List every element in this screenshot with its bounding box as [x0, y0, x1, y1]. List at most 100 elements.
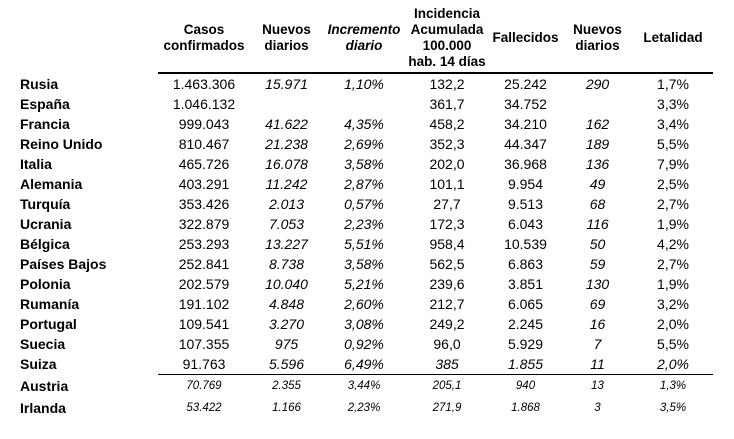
cell-incremento-diario: 3,44% — [347, 380, 381, 392]
cell-casos-confirmados: 202.579 — [178, 276, 230, 292]
cell-nuevos-diarios-fallecidos: 130 — [585, 276, 610, 292]
cell-incidencia-acumulada: 27,7 — [433, 196, 461, 212]
column-header-incremento-diario: Incremento diario — [323, 4, 405, 74]
table-row: Portugal 109.541 3.270 3,08% 249,2 2.245 16 2,0… — [0, 314, 713, 334]
cell-fallecidos: 6.043 — [507, 216, 544, 232]
cell-incremento-diario: 5,51% — [344, 236, 384, 252]
cell-incremento-diario: 2,60% — [344, 296, 384, 312]
country-label: Suecia — [20, 336, 66, 352]
cell-casos-confirmados: 253.293 — [178, 236, 230, 252]
cell-nuevos-diarios-fallecidos: 13 — [591, 380, 604, 392]
table-row: Polonia 202.579 10.040 5,21% 239,6 3.851 130 1,… — [0, 274, 713, 294]
cell-incidencia-acumulada: 352,3 — [429, 136, 465, 152]
cell-fallecidos: 1.855 — [489, 354, 562, 375]
cell-incidencia-acumulada: 202,0 — [429, 156, 465, 172]
country-label: Turquía — [20, 196, 71, 212]
table-row: Alemania 403.291 11.242 2,87% 101,1 9.954 49 2,… — [0, 174, 713, 194]
country-label: Rusia — [20, 75, 59, 92]
cell-letalidad: 3,3% — [657, 96, 689, 112]
table-row: Bélgica 253.293 13.227 5,51% 958,4 10.539 50 4,… — [0, 234, 713, 254]
cell-fallecidos: 2.245 — [507, 316, 544, 332]
country-label: Rumanía — [20, 296, 80, 312]
cell-incremento-diario: 3,58% — [344, 156, 384, 172]
cell-nuevos-diarios-fallecidos: 59 — [589, 256, 606, 272]
cell-nuevos-diarios-casos: 16.078 — [265, 156, 308, 172]
cell-incidencia-acumulada: 562,5 — [429, 256, 465, 272]
cell-casos-confirmados: 91.763 — [158, 354, 250, 375]
country-label: Suiza — [20, 356, 57, 373]
cell-casos-confirmados: 53.422 — [186, 402, 222, 414]
table-row: Francia 999.043 41.622 4,35% 458,2 34.210 162 3… — [0, 114, 713, 134]
cell-nuevos-diarios-casos: 10.040 — [265, 276, 308, 292]
cell-incidencia-acumulada: 172,3 — [429, 216, 465, 232]
cell-incidencia-acumulada: 205,1 — [432, 380, 462, 392]
cell-incidencia-acumulada: 132,2 — [429, 76, 465, 92]
cell-nuevos-diarios-fallecidos: 189 — [585, 136, 610, 152]
cell-incidencia-acumulada: 385 — [405, 354, 489, 375]
country-label: Alemania — [20, 176, 83, 192]
country-label: Irlanda — [20, 400, 66, 416]
cell-nuevos-diarios-fallecidos: 50 — [589, 236, 606, 252]
table-row: Rusia 1.463.306 15.971 1,10% 132,2 25.242 290 1… — [0, 73, 713, 94]
column-header-nuevos-diarios-fallecidos: Nuevos diarios — [562, 4, 633, 74]
cell-incremento-diario: 0,57% — [344, 196, 384, 212]
cell-incremento-diario: 4,35% — [344, 116, 384, 132]
cell-letalidad: 1,7% — [657, 76, 689, 92]
cell-nuevos-diarios-casos: 5.596 — [250, 354, 323, 375]
cell-nuevos-diarios-casos: 2.013 — [268, 196, 305, 212]
cell-incremento-diario: 0,92% — [344, 336, 384, 352]
cell-nuevos-diarios-fallecidos: 11 — [562, 354, 633, 375]
cell-incremento-diario: 3,58% — [344, 256, 384, 272]
cell-nuevos-diarios-casos: 21.238 — [265, 136, 308, 152]
cell-nuevos-diarios-fallecidos: 162 — [585, 116, 610, 132]
cell-letalidad: 1,9% — [657, 216, 689, 232]
table-row: Suiza 91.763 5.596 6,49% 385 1.855 11 2,0% — [0, 354, 713, 375]
cell-nuevos-diarios-casos: 15.971 — [265, 76, 308, 92]
cell-letalidad: 5,5% — [657, 136, 689, 152]
cell-incremento-diario — [323, 94, 405, 114]
cell-letalidad: 3,4% — [657, 116, 689, 132]
cell-fallecidos: 36.968 — [504, 156, 547, 172]
cell-incremento-diario: 2,69% — [344, 136, 384, 152]
country-label: España — [20, 96, 70, 112]
cell-letalidad: 1,9% — [657, 276, 689, 292]
column-header-casos-confirmados: Casos confirmados — [158, 4, 250, 74]
country-label: Polonia — [20, 276, 71, 292]
cell-casos-confirmados: 191.102 — [178, 296, 230, 312]
cell-nuevos-diarios-fallecidos: 136 — [585, 156, 610, 172]
country-label: Reino Unido — [20, 136, 103, 152]
cell-fallecidos: 44.347 — [504, 136, 547, 152]
cell-nuevos-diarios-casos: 1.166 — [272, 402, 301, 414]
table-row: Países Bajos 252.841 8.738 3,58% 562,5 6.863 5… — [0, 254, 713, 274]
cell-fallecidos: 6.863 — [507, 256, 544, 272]
cell-casos-confirmados: 109.541 — [178, 316, 230, 332]
cell-casos-confirmados: 70.769 — [186, 380, 222, 392]
cell-nuevos-diarios-casos: 2.355 — [272, 380, 301, 392]
cell-fallecidos: 940 — [515, 380, 536, 392]
cell-casos-confirmados: 353.426 — [178, 196, 230, 212]
column-header-country — [0, 4, 158, 73]
cell-nuevos-diarios-casos: 7.053 — [268, 216, 305, 232]
cell-letalidad: 3,2% — [657, 296, 689, 312]
table-row: Irlanda 53.422 1.166 2,23% 271,9 1.868 3 3,5% — [0, 397, 713, 419]
cell-nuevos-diarios-casos: 975 — [274, 336, 299, 352]
cell-casos-confirmados: 810.467 — [178, 136, 230, 152]
cell-letalidad: 2,7% — [657, 196, 689, 212]
covid-table-container: Casos confirmados Nuevos diarios Increme… — [0, 4, 713, 419]
cell-letalidad: 3,5% — [659, 402, 687, 414]
table-row: Reino Unido 810.467 21.238 2,69% 352,3 44.347… — [0, 134, 713, 154]
cell-casos-confirmados: 107.355 — [178, 336, 230, 352]
cell-letalidad: 2,0% — [633, 354, 713, 375]
cell-incidencia-acumulada: 101,1 — [429, 176, 465, 192]
cell-incidencia-acumulada: 361,7 — [429, 96, 465, 112]
cell-fallecidos: 25.242 — [504, 76, 547, 92]
cell-nuevos-diarios-fallecidos: 7 — [593, 336, 602, 352]
country-label: Ucrania — [20, 216, 72, 232]
table-row: Austria 70.769 2.355 3,44% 205,1 940 13 1,3% — [0, 375, 713, 398]
country-label: Países Bajos — [20, 256, 107, 272]
cell-fallecidos: 10.539 — [504, 236, 547, 252]
cell-incremento-diario: 2,23% — [347, 402, 381, 414]
cell-fallecidos: 9.954 — [507, 176, 544, 192]
cell-nuevos-diarios-casos: 3.270 — [268, 316, 305, 332]
cell-incidencia-acumulada: 271,9 — [432, 402, 462, 414]
